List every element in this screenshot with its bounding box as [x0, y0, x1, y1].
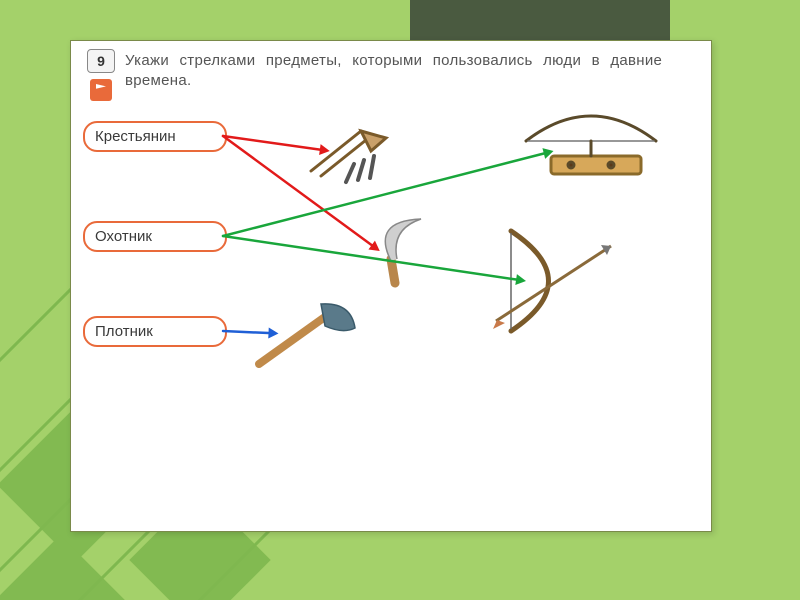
role-label-carpenter: Плотник [83, 316, 227, 347]
flag-icon [90, 79, 112, 101]
role-label-peasant: Крестьянин [83, 121, 227, 152]
tool-bow [491, 221, 631, 341]
instruction-text: Укажи стрелками предметы, которыми польз… [125, 51, 695, 92]
tool-axe [251, 296, 361, 371]
question-meta: 9 [87, 49, 115, 101]
tool-crossbow [516, 101, 666, 201]
tool-sickle [361, 211, 436, 291]
content-card: 9 Укажи стрелками предметы, которыми пол… [70, 40, 712, 532]
role-label-hunter: Охотник [83, 221, 227, 252]
slide-background: 9 Укажи стрелками предметы, которыми пол… [0, 0, 800, 600]
question-number: 9 [87, 49, 115, 73]
tool-plow [306, 116, 401, 186]
exercise-header: 9 Укажи стрелками предметы, которыми пол… [87, 49, 695, 101]
